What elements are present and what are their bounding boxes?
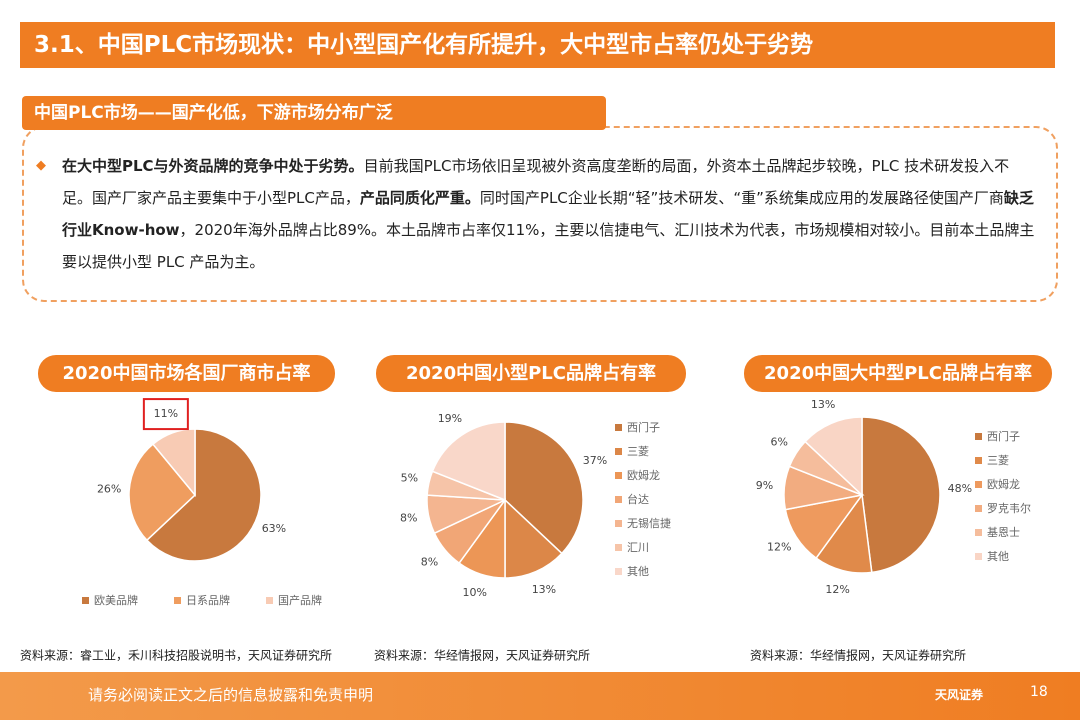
data-label: 26% [97, 483, 121, 496]
legend-swatch [615, 448, 622, 455]
pie-slice [504, 421, 584, 555]
legend-label: 欧姆龙 [627, 468, 660, 482]
legend-swatch [615, 544, 622, 551]
legend-swatch [975, 481, 982, 488]
legend-swatch [975, 505, 982, 512]
legend-label: 罗克韦尔 [987, 502, 1031, 515]
charts: 2020中国市场各国厂商市占率 63% 26% 11% 欧美品牌 日系品牌 国产品牌资料来源… [20, 355, 1052, 663]
legend-label: 西门子 [987, 429, 1020, 443]
legend-label: 西门子 [627, 420, 660, 434]
header-title: 3.1、中国PLC市场现状：中小型国产化有所提升，大中型市占率仍处于劣势 [20, 22, 1055, 68]
legend-swatch [266, 597, 273, 604]
legend-label: 国产品牌 [278, 593, 322, 607]
data-label: 9% [756, 479, 773, 492]
logo: 天风证券 [935, 688, 984, 702]
pie-slice [861, 416, 941, 574]
paragraph-run: 同时国产PLC企业长期“轻”技术研发、“重”系统集成应用的发展路径使国产厂商 [479, 189, 1004, 207]
legend-swatch [615, 472, 622, 479]
data-label: 13% [532, 583, 556, 596]
chart-title-box [38, 355, 335, 392]
data-label: 6% [771, 435, 788, 448]
chart-title-box [744, 355, 1052, 392]
legend-label: 其他 [987, 550, 1009, 563]
legend-label: 基恩士 [987, 526, 1020, 539]
pie-slice [504, 498, 563, 579]
legend-label: 三菱 [987, 454, 1009, 467]
source: 资料来源：华经情报网，天风证券研究所 [750, 648, 966, 663]
pie-slice [804, 416, 863, 497]
data-label: 12% [767, 541, 791, 554]
legend-label: 日系品牌 [186, 593, 230, 607]
paragraph-run: ，2020年海外品牌占比89%。本土品牌市占率仅11%，主要以信捷电气、汇川技术… [62, 221, 1035, 271]
legend-swatch [615, 520, 622, 527]
legend-swatch [975, 433, 982, 440]
paragraph-run: 在大中型PLC与外资品牌的竞争中处于劣势。 [62, 157, 364, 175]
section-title: 中国PLC市场——国产化低，下游市场分布广泛 [22, 96, 606, 130]
chart-title: 2020中国市场各国厂商市占率 [62, 362, 310, 384]
legend-swatch [975, 553, 982, 560]
legend-label: 三菱 [627, 445, 649, 458]
data-label: 37% [583, 454, 607, 467]
footer: 请务必阅读正文之后的信息披露和免责申明 天风证券 18 [0, 672, 1080, 720]
chart-title-box [376, 355, 686, 392]
highlight-box [142, 398, 189, 431]
source: 资料来源：华经情报网，天风证券研究所 [374, 648, 590, 663]
pie-slice [431, 421, 506, 502]
data-label: 11% [154, 407, 178, 420]
legend-label: 欧姆龙 [987, 477, 1020, 491]
pie-slice [151, 428, 196, 498]
page-number: 18 [1030, 684, 1048, 700]
source: 资料来源：睿工业，禾川科技招股说明书，天风证券研究所 [20, 648, 332, 663]
legend-swatch [174, 597, 181, 604]
pie-slice [145, 428, 262, 562]
legend-swatch [615, 568, 622, 575]
pie-slice [128, 443, 197, 542]
data-label: 8% [421, 555, 438, 568]
data-label: 19% [438, 412, 462, 425]
data-label: 10% [462, 586, 486, 599]
legend-swatch [975, 529, 982, 536]
data-label: 12% [825, 583, 849, 596]
paragraph-run: 目前我国PLC市场依旧呈现被外资高度垄断的局面，外资本土品牌起步较晚，PLC 技… [62, 157, 1010, 207]
paragraph-run: 产品同质化严重。 [359, 189, 480, 207]
legend-swatch [615, 424, 622, 431]
data-label: 48% [948, 482, 972, 495]
chart-title: 2020中国小型PLC品牌占有率 [406, 362, 656, 384]
legend-swatch [615, 496, 622, 503]
legend-swatch [82, 597, 89, 604]
data-label: 13% [811, 398, 835, 411]
legend-label: 无锡信捷 [627, 516, 671, 530]
chart-title: 2020中国大中型PLC品牌占有率 [764, 362, 1032, 384]
bullet: ◆ [36, 158, 46, 173]
paragraph-run: 缺乏行业Know-how [62, 189, 1034, 239]
legend-label: 台达 [627, 492, 649, 506]
data-label: 5% [401, 472, 418, 485]
legend-label: 汇川 [627, 541, 649, 554]
legend-label: 其他 [627, 565, 649, 578]
data-label: 63% [262, 522, 286, 535]
legend-label: 欧美品牌 [94, 593, 138, 607]
paragraph: 在大中型PLC与外资品牌的竞争中处于劣势。目前我国PLC市场依旧呈现被外资高度垄… [62, 150, 1037, 278]
legend-swatch [975, 457, 982, 464]
disclaimer: 请务必阅读正文之后的信息披露和免责申明 [88, 686, 374, 704]
data-label: 8% [400, 511, 417, 524]
